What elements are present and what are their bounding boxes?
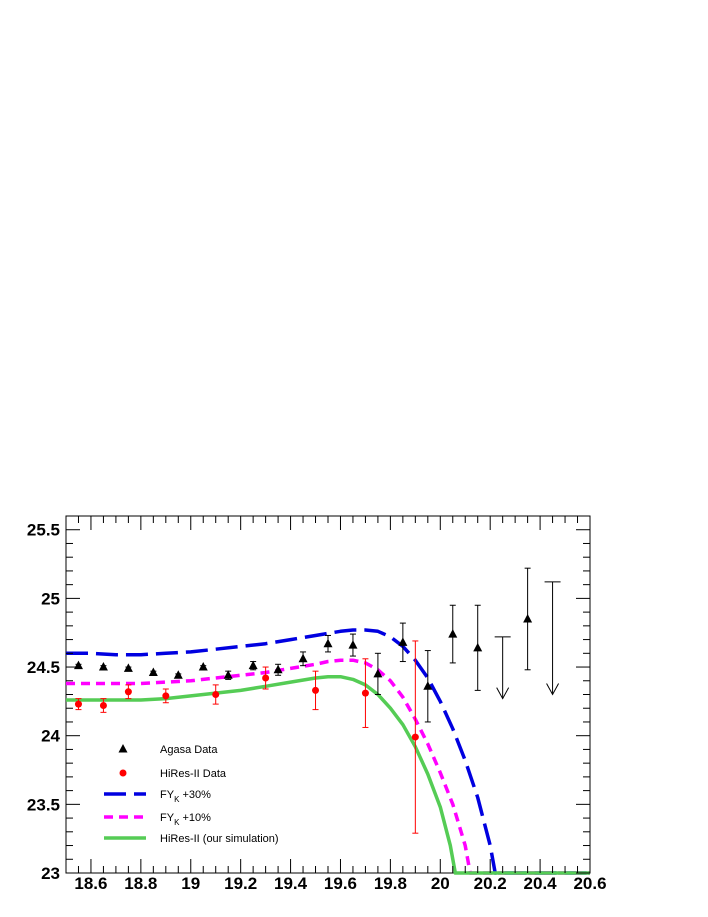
legend-hires-marker [119,769,127,777]
legend-label-3: FYK +10% [160,812,211,827]
axis-tick-labels: 18.6 18.8 19 19.2 19.4 19.6 19.8 20 20.2 20.4 20.6… [27,521,607,893]
y-tick-label: 24 [41,727,60,746]
y-tick-label: 23 [41,864,60,883]
y-tick-label: 24.5 [27,658,60,677]
x-tick-label: 20 [431,874,450,893]
legend-agasa-marker [118,744,128,753]
hires-point-marker [361,689,369,697]
agasa-point-marker [423,681,433,690]
data-markers [73,567,561,834]
agasa-point-marker [223,670,233,679]
agasa-point-marker [198,662,208,671]
legend-label-0: Agasa Data [160,744,218,756]
series-line-2 [66,674,590,875]
legend-label-1: HiRes-II Data [160,768,227,780]
hires-point-marker [99,701,107,709]
upper-limit-arrow [546,683,560,696]
series-line-0 [66,628,590,875]
x-tick-label: 18.8 [124,874,157,893]
x-tick-label: 19.6 [324,874,357,893]
y-tick-label: 25.5 [27,521,60,540]
agasa-point-marker [398,637,408,646]
legend-label-4: HiRes-II (our simulation) [160,833,279,845]
agasa-point-marker [448,629,458,638]
x-tick-label: 20.4 [524,874,558,893]
y-tick-label: 25 [41,589,60,608]
agasa-point-marker [148,667,158,677]
x-tick-label: 19.2 [224,874,257,893]
agasa-point-marker [523,613,533,623]
hires-point-marker [162,692,170,700]
plot-frame [65,515,591,874]
legend-label-subscript: K [174,795,180,804]
agasa-point-marker [473,642,483,652]
legend-label-rest: +30% [179,789,211,801]
y-tick-label: 23.5 [27,795,60,814]
hires-point-marker [124,688,132,696]
hires-point-marker [312,686,320,694]
hires-point-marker [212,691,220,698]
series-line-1 [66,658,590,875]
legend-label-main: FY [160,789,175,801]
axis-ticks [65,515,591,874]
agasa-point-marker [273,664,283,674]
upper-limit-arrow [496,687,510,700]
hires-point-marker [262,674,270,682]
legend-label-2: FYK +30% [160,789,211,804]
agasa-point-marker [323,638,333,648]
x-tick-label: 19 [181,874,200,893]
legend-label-main: FY [160,812,175,824]
model-curves [66,628,590,875]
x-tick-label: 18.6 [74,874,107,893]
agasa-point-marker [123,663,133,672]
x-tick-label: 19.4 [274,874,308,893]
x-tick-label: 19.8 [374,874,407,893]
x-tick-label: 20.6 [573,874,606,893]
hires-point-marker [411,733,419,741]
hires-point-marker [74,700,82,708]
agasa-point-marker [73,660,83,670]
agasa-point-marker [98,662,108,671]
x-tick-label: 20.2 [474,874,507,893]
agasa-point-marker [173,670,183,679]
agasa-point-marker [373,668,383,678]
agasa-point-marker [248,660,258,670]
legend-label-rest: +10% [179,812,211,824]
agasa-point-marker [348,640,358,649]
legend-label-subscript: K [174,818,180,827]
agasa-point-marker [298,653,308,663]
